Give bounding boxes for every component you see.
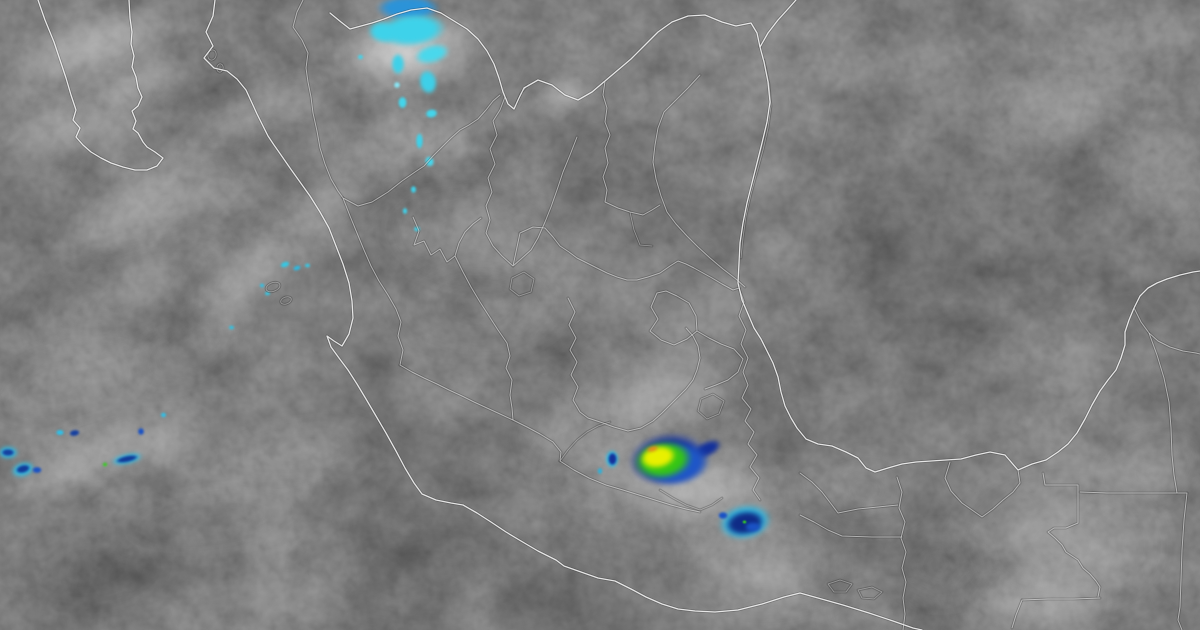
enhancement-spot-puebla-blob [741,520,747,524]
enhancement-spot-north-cluster [393,81,401,89]
michoacan-gto-edge [559,421,611,462]
queretaro-loop [649,290,698,346]
puebla-veracruz-zigzag [738,287,761,501]
aguascalientes [509,271,535,297]
enhancement-spot-puebla-blob [743,521,763,533]
isla-sonora-2 [216,63,224,73]
coastline-gulf-shadow [736,45,1200,474]
enhancement-spot-north-cluster [413,226,421,232]
islas-marias-1 [265,281,281,293]
guatemala-left-leg [1011,599,1023,629]
jalisco-michoacan [399,364,562,462]
sonora-chihuahua-shadow [291,0,345,200]
monterrey-junction-shadow [601,79,662,217]
enhancement-spot-pacific-specks [55,428,65,436]
us-mexico-border [329,7,761,110]
hidalgo-lines [696,330,744,390]
guatemala-bottom-border [1021,597,1101,601]
campeche-quintanaroo [1148,332,1178,494]
tehuantepec-lagoon-1 [827,579,853,593]
monterrey-junction [602,80,661,216]
michoacan-guerrero-shadow [558,459,702,514]
oaxaca-north-shadow [798,471,900,515]
nuevoleon-coahuila-diag-shadow [511,135,579,268]
tlaxcala [697,393,725,420]
islas-marias-1-shadow [264,280,282,294]
tehuantepec-lagoon-2 [857,586,883,600]
enhancement-spot-pacific-specks [137,426,145,436]
oaxaca-north [799,472,899,514]
enhancement-spot-north-cluster [390,51,406,77]
enhancement-spot-north-cluster [396,94,408,110]
michoacan-gto-edge-shadow [558,420,612,463]
enhancement-spot-sinaloa-specks [263,290,271,296]
hidalgo-lines-shadow [695,329,745,391]
tabasco-box-usumacinta [1042,472,1101,598]
monterrey-branch-shadow [628,210,654,248]
enhancement-spot-north-cluster [409,184,417,194]
tabasco-chiapas-west [944,461,1021,518]
guanajuato-web-shadow [566,296,702,433]
enhancement-spot-sinaloa-specks [303,262,311,268]
guanajuato-web [567,297,701,432]
coastline-pacific [203,0,923,630]
durango-zacatecas-zigzag [412,216,482,263]
sinaloa-durango-shadow [341,196,405,367]
enhancement-spot-sinaloa-specks [227,324,235,330]
enhancement-spot-pacific-specks [159,412,167,418]
islas-marias-2 [280,296,292,305]
durango-zacatecas-zigzag-shadow [411,215,483,264]
nuevoleon-tamaulipas [652,74,746,288]
yucatan-campeche-shadow [1132,306,1200,356]
chihuahua-arc-shadow [341,93,502,208]
coahuila-zacatecas [485,96,514,267]
enhancement-spot-central-cell [606,451,618,467]
oaxaca-chiapas-straight-shadow [798,513,904,539]
guatemala-horizontal [1079,491,1188,494]
barrier-island-shadow [739,58,773,260]
slp-band [519,226,740,291]
enhancement-spot-north-cluster [414,131,424,151]
jalisco-zacatecas [454,255,514,421]
jalisco-michoacan-shadow [398,363,563,463]
tabasco-chiapas-west-shadow [943,460,1022,519]
enhancement-spot-pacific-specks [102,461,108,467]
nuevoleon-coahuila-diag [512,136,578,267]
enhancement-spot-puebla-blob [717,510,729,520]
coastline-baja [37,0,164,171]
rio-grande-channel [515,85,528,105]
texas-coast [759,0,797,48]
tehuantepec-lagoon-1-shadow [826,578,854,594]
sonora-chihuahua [292,0,344,199]
coastline-gulf [737,46,1200,473]
enhancement-spot-central-cell [597,467,603,475]
guatemala-belize-vertical [1177,492,1188,630]
michoacan-guerrero [559,460,701,513]
morelos-guerrero [659,489,723,511]
enhancement-spot-sinaloa-specks [259,282,265,288]
oaxaca-chiapas-straight [799,514,903,538]
islas-marias-2-shadow [279,295,293,306]
barrier-island [740,59,772,259]
tlaxcala-shadow [696,392,726,421]
enhancement-spot-pacific-specks [31,466,43,474]
sinaloa-durango [342,197,404,366]
monterrey-branch [629,211,653,247]
chiapas-vertical [896,476,907,630]
isla-tiburon [207,49,217,61]
enhancement-spot-north-cluster [356,54,364,60]
chiapas-vertical-shadow [895,475,908,630]
chihuahua-arc [342,94,501,207]
enhancement-spot-pacific-specks [0,447,16,457]
yucatan-campeche [1133,307,1200,355]
campeche-quintanaroo-shadow [1147,331,1179,495]
nuevoleon-tamaulipas-shadow [651,73,747,289]
enhancement-spot-north-cluster [402,207,408,215]
us-mexico-border-shadow [328,6,762,111]
